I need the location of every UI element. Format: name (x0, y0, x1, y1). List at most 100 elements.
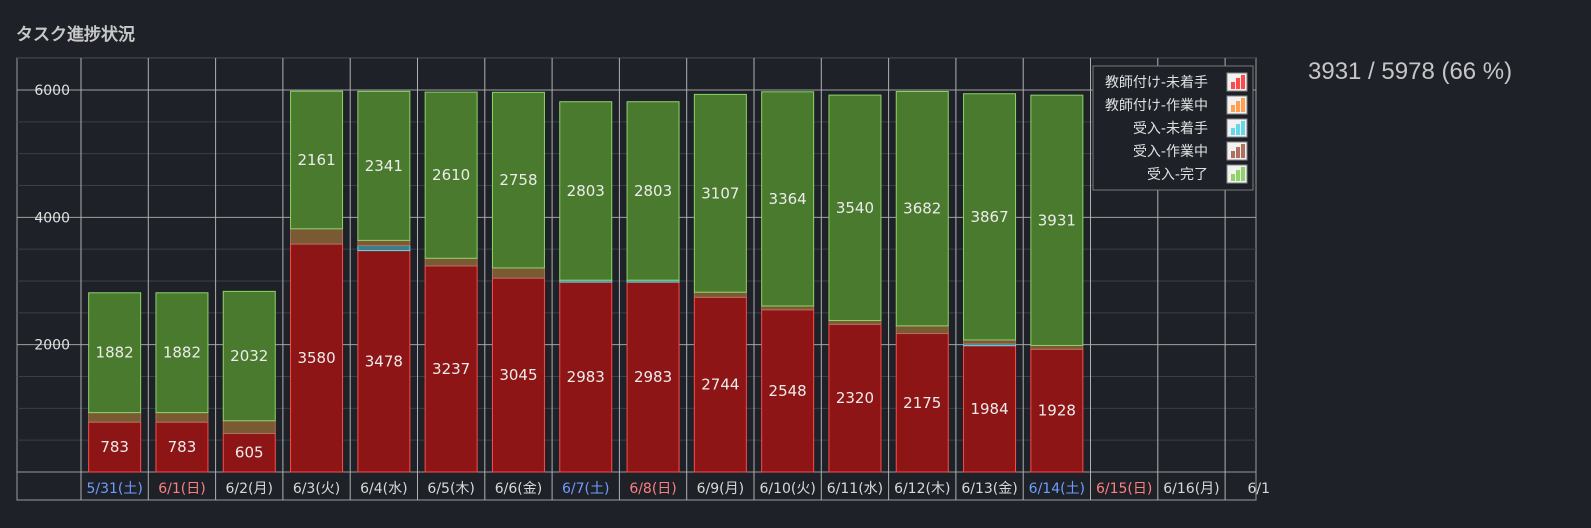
x-tick-label: 6/3(火) (293, 481, 340, 497)
x-tick-label: 6/6(金) (495, 481, 542, 497)
data-label: 3580 (297, 349, 335, 367)
bar-segment (963, 345, 1017, 473)
legend-swatch-bar (1236, 124, 1240, 135)
legend-swatch-bar (1241, 144, 1245, 158)
data-label: 3931 (1038, 211, 1076, 229)
bar-segment (290, 228, 344, 245)
bar-segment (222, 420, 276, 434)
data-label: 1984 (970, 400, 1008, 418)
bar-segment (693, 93, 747, 293)
bar-segment (357, 250, 411, 473)
bar-segment (626, 281, 680, 473)
data-label: 2341 (365, 157, 403, 175)
bar-segment (357, 90, 411, 241)
legend-box (1092, 65, 1254, 191)
legend-label: 教師付け-未着手 (1105, 75, 1208, 91)
bar-segment (88, 412, 142, 423)
data-label: 3364 (769, 190, 807, 208)
data-label: 2803 (634, 182, 672, 200)
bar-segment (491, 277, 545, 473)
bar-segment (88, 421, 142, 473)
x-tick-label: 6/14(土) (1029, 481, 1085, 497)
data-label: 2983 (567, 368, 605, 386)
data-label: 1882 (163, 344, 201, 362)
data-label: 3478 (365, 352, 403, 370)
bar-segment (155, 412, 209, 423)
bar-segment (693, 291, 747, 298)
bar-segment (290, 90, 344, 230)
axis-labels: 2000 4000 6000 5/31(土) 6/1(日) 6/2(月) 6/3(火) 6/4… (34, 83, 1270, 497)
x-tick-label: 6/1(日) (158, 481, 205, 497)
data-label: 2032 (230, 347, 268, 365)
legend-label: 受入-未着手 (1133, 121, 1208, 137)
x-tick-label: 6/5(木) (427, 481, 474, 497)
data-label: 2548 (769, 382, 807, 400)
data-label: 3682 (903, 200, 941, 218)
bar-segment (222, 290, 276, 422)
legend-swatch-bar (1231, 82, 1235, 89)
data-label: 2175 (903, 394, 941, 412)
legend-swatch-bar (1241, 167, 1245, 181)
legend-swatch-bar (1236, 170, 1240, 181)
x-tick-label: 6/8(日) (629, 481, 676, 497)
bar-segment (290, 243, 344, 473)
bar-segment (357, 244, 411, 252)
bar-segment (895, 90, 949, 327)
bar-segment (424, 257, 478, 267)
legend-swatch-bar (1231, 128, 1235, 135)
x-tick-label: 6/13(金) (961, 481, 1017, 497)
legend-label: 受入-完了 (1147, 167, 1208, 183)
bar-segment (761, 305, 815, 311)
legend-swatch-bar (1236, 78, 1240, 89)
data-label: 3237 (432, 360, 470, 378)
legend-label: 受入-作業中 (1133, 144, 1208, 160)
x-tick-label: 6/4(水) (360, 481, 407, 497)
x-tick-label: 6/9(月) (697, 481, 744, 497)
x-tick-label: 6/7(土) (562, 481, 609, 497)
data-label: 2610 (432, 166, 470, 184)
legend-swatch-bar (1241, 75, 1245, 89)
data-label: 3045 (499, 366, 537, 384)
bar-segment (828, 323, 882, 473)
bar-segment (828, 94, 882, 321)
legend-swatch-bar (1241, 121, 1245, 135)
bar-segment (424, 265, 478, 473)
legend-swatch-bar (1231, 174, 1235, 181)
bar-segment (626, 101, 680, 281)
progress-summary: 3931 / 5978 (66 %) (1308, 58, 1513, 85)
data-label: 3867 (970, 208, 1008, 226)
data-label: 3107 (701, 184, 739, 202)
legend-swatch-bar (1231, 105, 1235, 112)
data-labels: 783 1882 783 1882 605 2032 3580 2161 3478 2341 323… (96, 151, 1076, 462)
data-label: 2320 (836, 389, 874, 407)
bar-segment (559, 101, 613, 281)
bar-segment (895, 333, 949, 473)
x-tick-label: 6/1 (1247, 481, 1270, 497)
x-tick-label: 6/15(日) (1096, 481, 1152, 497)
bar-segment (424, 91, 478, 259)
data-label: 605 (235, 444, 264, 462)
legend-swatch-bar (1241, 98, 1245, 112)
chart-title: タスク進捗状況 (16, 25, 135, 45)
bar-segment (1030, 348, 1084, 473)
bar-segment (357, 239, 411, 246)
bar-segment (963, 93, 1017, 341)
bar-segment (491, 267, 545, 279)
y-tick-label: 2000 (34, 338, 70, 354)
x-tick-label: 6/16(月) (1163, 481, 1219, 497)
bar-segment (491, 91, 545, 269)
y-tick-label: 6000 (34, 83, 70, 99)
data-label: 783 (100, 438, 129, 456)
data-label: 2803 (567, 182, 605, 200)
y-tick-label: 4000 (34, 210, 70, 226)
legend-swatch-bar (1236, 147, 1240, 158)
bar-segment (963, 339, 1017, 345)
legend-label: 教師付け-作業中 (1105, 98, 1208, 114)
data-label: 2744 (701, 376, 739, 394)
bar-segment (828, 319, 882, 325)
legend-swatch-bar (1231, 151, 1235, 158)
bar-segment (761, 91, 815, 307)
bar-segment (88, 292, 142, 414)
